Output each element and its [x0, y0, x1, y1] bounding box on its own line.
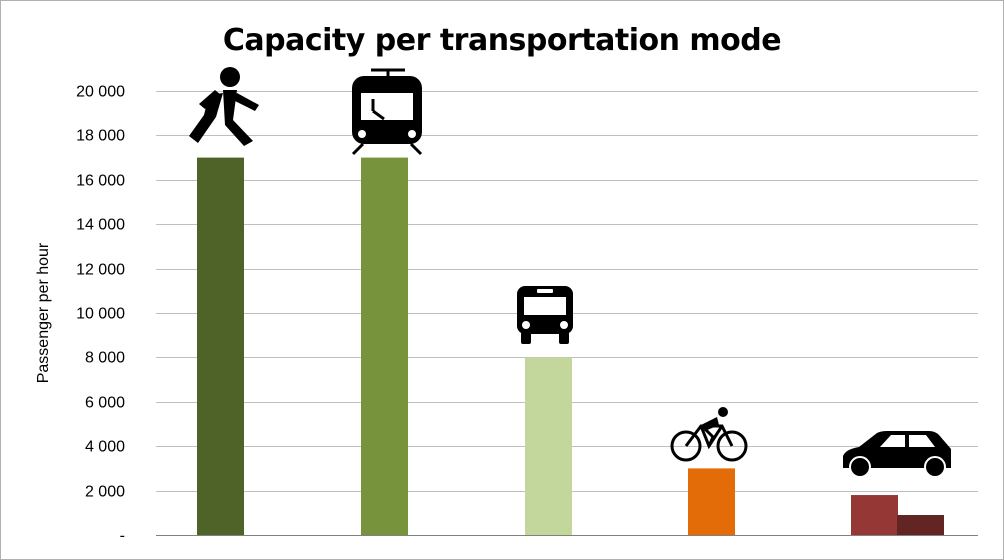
y-tick-label: 10 000: [76, 306, 125, 323]
bus-icon: [517, 286, 573, 344]
y-tick-label: 8 000: [85, 350, 125, 367]
bar-car: [851, 495, 898, 535]
y-tick-label: 14 000: [76, 217, 125, 234]
y-tick-label: 4 000: [85, 439, 125, 456]
y-tick-label: -: [120, 528, 125, 545]
y-tick-label: 20 000: [76, 84, 125, 101]
bar-car-2: [897, 515, 944, 535]
bar-bicycle: [688, 468, 735, 535]
bar-bus: [525, 357, 572, 535]
bicycle-icon: [670, 407, 748, 462]
y-tick-label: 18 000: [76, 128, 125, 145]
mode-icons: [189, 67, 951, 478]
y-tick-labels: - 2 000 4 000 6 000 8 000 10 000 12 000 14 000 1…: [76, 84, 125, 545]
y-tick-label: 16 000: [76, 173, 125, 190]
y-tick-label: 2 000: [85, 484, 125, 501]
car-icon: [843, 431, 951, 478]
y-tick-label: 6 000: [85, 395, 125, 412]
bar-walking: [197, 157, 244, 535]
tram-icon: [351, 68, 423, 156]
walking-icon: [189, 67, 259, 146]
chart-title: Capacity per transportation mode: [222, 23, 782, 58]
y-tick-label: 12 000: [76, 262, 125, 279]
bars: [197, 157, 944, 535]
bar-tram: [361, 157, 408, 535]
